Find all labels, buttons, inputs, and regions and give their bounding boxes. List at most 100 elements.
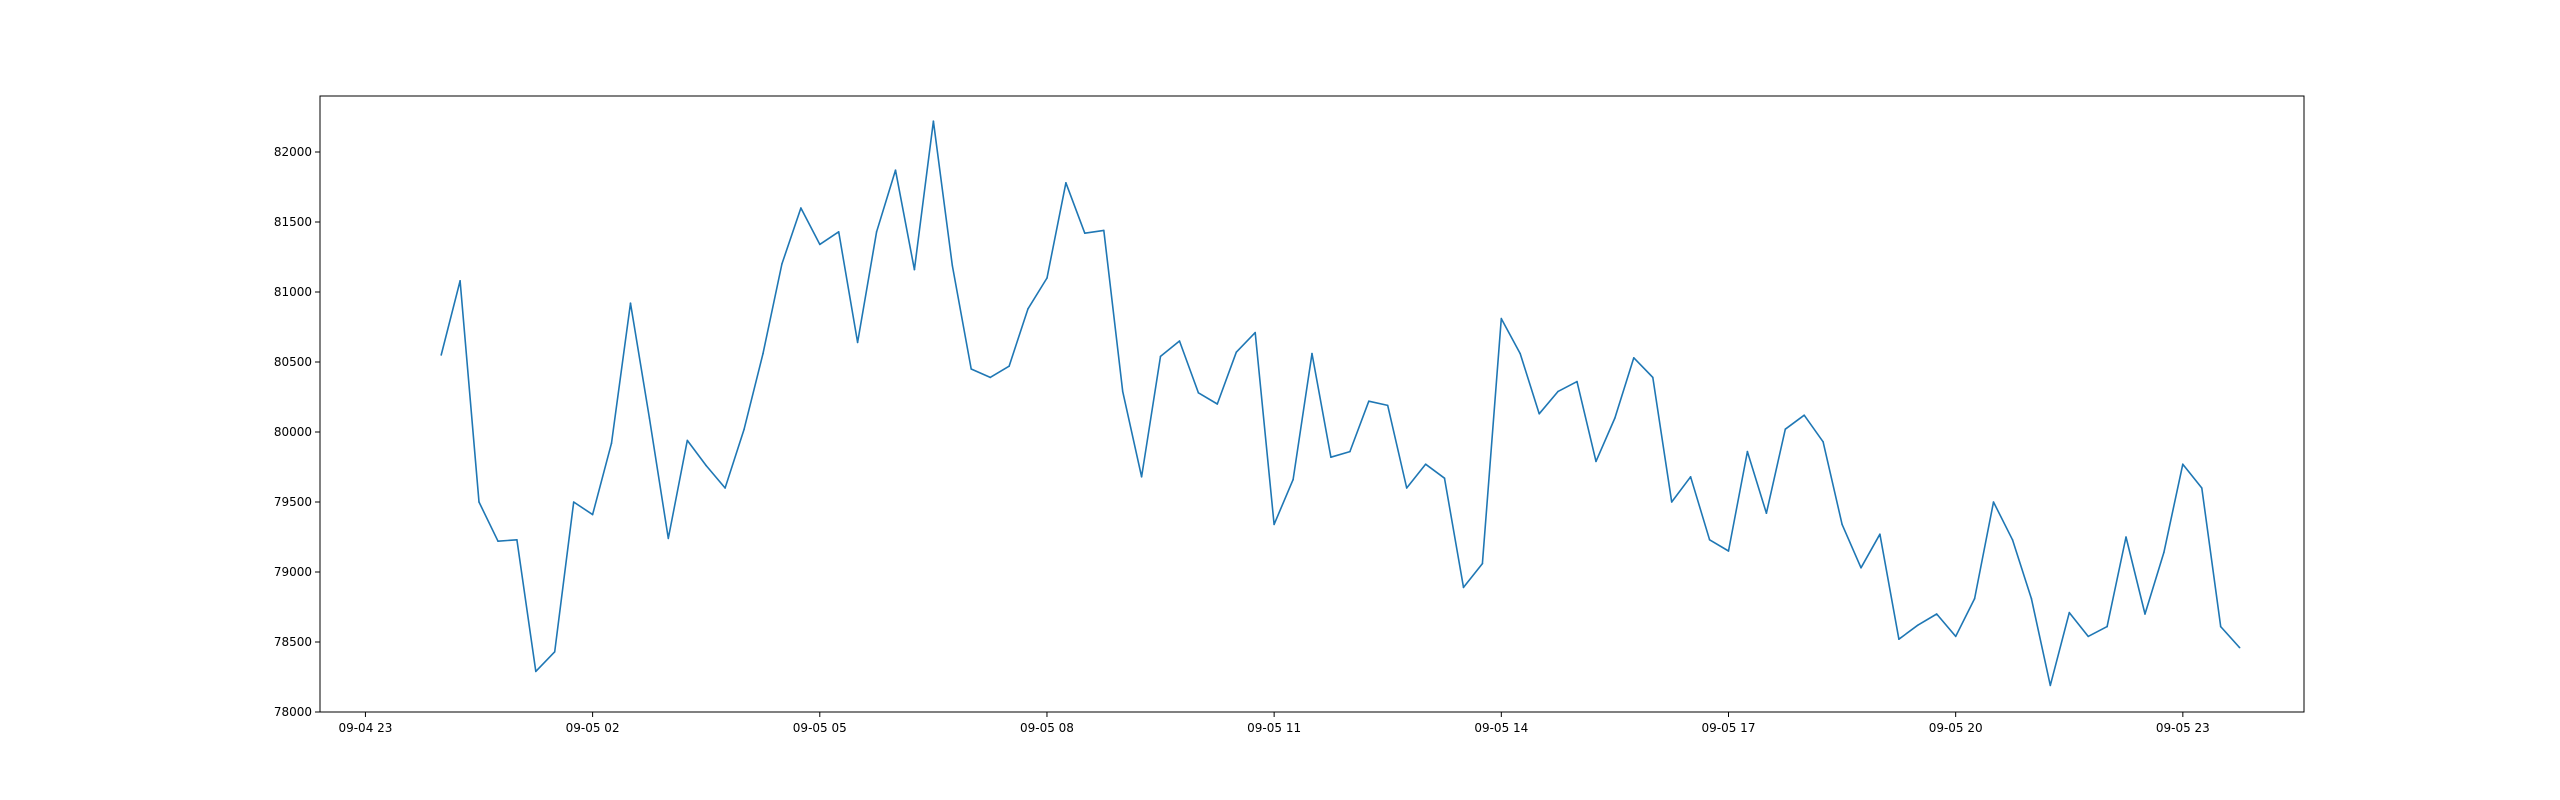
x-tick-label: 09-05 20 [1929, 721, 1983, 735]
data-point [1633, 357, 1635, 359]
data-point [553, 651, 556, 653]
data-point [1860, 567, 1862, 569]
data-point [1500, 317, 1503, 320]
data-point [2049, 684, 2052, 687]
data-point [1917, 624, 1919, 626]
data-point [762, 352, 764, 355]
data-point [1140, 476, 1143, 478]
x-axis: 09-04 23 09-05 02 09-05 05 09-05 08 09-05 11… [338, 712, 2210, 735]
data-point [1576, 380, 1578, 383]
data-point [1292, 478, 1294, 481]
data-point [1538, 413, 1540, 415]
data-point [1216, 403, 1219, 405]
data-point [1046, 277, 1048, 279]
y-tick-label: 82000 [274, 145, 312, 159]
data-point [2219, 625, 2222, 628]
data-point [1670, 501, 1673, 503]
data-point [1557, 390, 1559, 393]
data-point [459, 280, 461, 282]
data-point [989, 376, 991, 379]
data-point [1103, 229, 1105, 232]
data-point [1784, 428, 1787, 431]
data-point [875, 231, 878, 233]
data-point [1841, 523, 1843, 526]
data-point [2068, 611, 2071, 614]
data-point [1614, 417, 1616, 419]
data-point [1405, 487, 1408, 489]
plot-frame [319, 95, 2305, 713]
data-point [1803, 414, 1805, 417]
data-point [1992, 501, 1995, 503]
y-tick-label: 79000 [274, 565, 312, 579]
data-point [1424, 463, 1427, 466]
y-tick-label: 81500 [274, 215, 312, 229]
x-tick-label: 09-04 23 [338, 721, 392, 735]
data-point [1027, 308, 1029, 310]
data-point [856, 341, 859, 344]
data-point [1443, 477, 1446, 480]
data-point [610, 442, 613, 445]
data-point [2163, 551, 2165, 554]
data-point [478, 501, 480, 503]
data-point [705, 464, 707, 467]
data-point [1652, 376, 1654, 379]
data-point [2238, 646, 2241, 649]
data-point [1273, 523, 1275, 526]
data-point [2201, 487, 2203, 489]
x-tick-label: 09-05 17 [1702, 721, 1756, 735]
data-point [1462, 586, 1465, 589]
x-tick-label: 09-05 05 [793, 721, 847, 735]
data-point [667, 537, 670, 540]
data-point [2087, 635, 2089, 638]
series-layer [440, 120, 2241, 687]
data-point [1898, 638, 1900, 640]
data-point [932, 120, 935, 122]
x-tick-label: 09-05 23 [2156, 721, 2210, 735]
data-point [1330, 456, 1332, 459]
plot-area [320, 96, 2304, 712]
data-point [1519, 352, 1521, 355]
series-line [440, 120, 2241, 687]
data-point [1689, 476, 1692, 478]
data-point [440, 354, 443, 356]
data-point [1727, 550, 1730, 552]
data-point [1311, 352, 1313, 355]
y-tick-label: 78500 [274, 635, 312, 649]
data-point [1121, 390, 1124, 393]
data-point [1065, 182, 1067, 184]
data-point [819, 243, 821, 246]
data-point [1746, 450, 1749, 453]
data-point [913, 268, 916, 271]
data-point [516, 539, 518, 541]
x-tick-label: 09-05 02 [566, 721, 620, 735]
data-point [951, 264, 954, 267]
data-point [591, 513, 594, 516]
data-point [686, 439, 689, 442]
y-axis: 78000 78500 79000 79500 80000 80500 81000 81500… [274, 145, 320, 719]
data-point [800, 207, 802, 209]
data-point [1822, 441, 1824, 443]
data-point [2106, 625, 2108, 628]
data-point [1595, 460, 1597, 463]
x-tick-label: 09-05 14 [1474, 721, 1528, 735]
data-point [1481, 562, 1484, 565]
data-point [648, 417, 651, 419]
data-point [629, 302, 632, 305]
data-point [572, 501, 575, 503]
data-point [1254, 331, 1256, 334]
data-point [2125, 536, 2127, 538]
data-point [1008, 365, 1010, 368]
y-tick-label: 78000 [274, 705, 312, 719]
data-point [2030, 597, 2033, 600]
data-point [2011, 539, 2014, 541]
y-tick-label: 79500 [274, 495, 312, 509]
data-point [535, 670, 537, 673]
data-point [837, 231, 840, 233]
data-point [743, 428, 745, 431]
data-point [724, 487, 726, 489]
x-tick-label: 09-05 11 [1247, 721, 1301, 735]
data-point [1765, 512, 1768, 514]
data-point [1178, 340, 1181, 342]
data-point [2182, 463, 2184, 466]
